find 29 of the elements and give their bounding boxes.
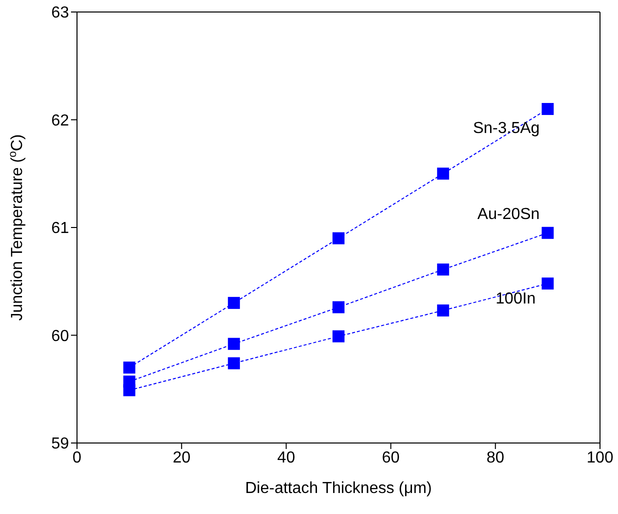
point <box>542 102 554 115</box>
x-tick-label: 0 <box>72 449 82 466</box>
point <box>332 330 344 342</box>
series-label: Au-20Sn <box>477 206 540 223</box>
point <box>228 296 240 309</box>
point <box>437 168 450 180</box>
x-tick-label: 40 <box>277 449 296 466</box>
point <box>123 384 136 396</box>
point <box>437 304 450 316</box>
x-axis-title: Die-attach Thickness (μm) <box>245 480 432 497</box>
point <box>332 301 344 314</box>
y-tick-label: 60 <box>51 328 70 345</box>
y-tick-label: 59 <box>51 436 70 453</box>
point <box>123 362 136 374</box>
point <box>542 278 554 290</box>
x-tick-label: 60 <box>382 449 400 466</box>
y-tick-label: 63 <box>51 4 70 22</box>
y-tick-label: 62 <box>51 112 70 130</box>
y-tick-label: 61 <box>51 220 70 238</box>
point <box>437 264 450 276</box>
series-label: 100In <box>496 290 536 308</box>
x-tick-label: 100 <box>586 449 614 466</box>
point <box>542 226 554 239</box>
series-label: Sn-3.5Ag <box>472 120 540 137</box>
x-tick-label: 20 <box>172 449 191 466</box>
point <box>332 232 344 244</box>
point <box>228 338 240 350</box>
x-tick-label: 80 <box>486 449 504 466</box>
point <box>228 357 240 370</box>
